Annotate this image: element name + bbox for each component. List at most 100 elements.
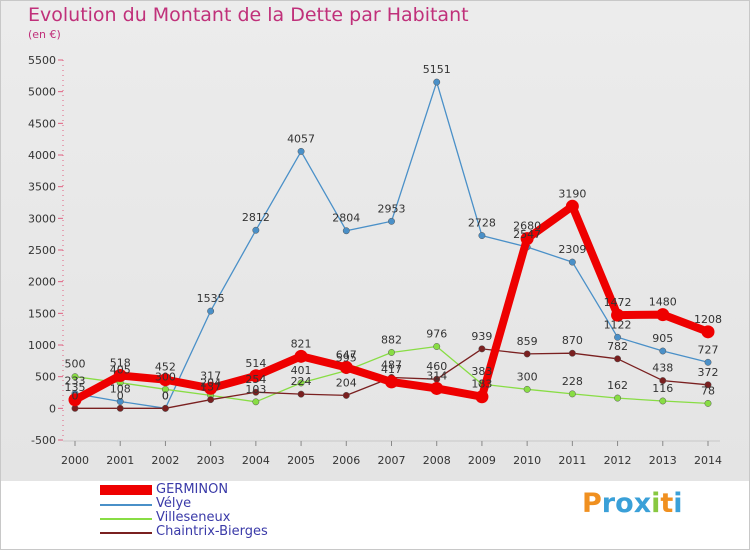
data-point-chaintrix-bierges [568,349,576,357]
axes: -500050010001500200025003000350040004500… [28,54,722,467]
chart-title: Evolution du Montant de la Dette par Hab… [28,4,469,26]
y-tick-label: 1500 [28,307,56,320]
data-point-v-lye [614,333,622,341]
data-label-villeseneux: 595 [336,352,357,365]
data-label-germinon: 2680 [513,220,541,233]
data-label-germinon: 417 [381,363,402,376]
data-label-v-lye: 2309 [558,243,586,256]
data-label-villeseneux: 162 [607,379,628,392]
data-label-v-lye: 4057 [287,132,315,145]
y-tick-label: 1000 [28,339,56,352]
data-point-germinon [385,375,398,389]
x-tick-label: 2007 [378,454,406,467]
x-tick-label: 2008 [423,454,451,467]
data-label-chaintrix-bierges: 487 [381,358,402,371]
data-point-chaintrix-bierges [704,381,712,389]
x-tick-label: 2003 [197,454,225,467]
legend-label-chaintrix-bierges: Chaintrix-Bierges [156,524,268,539]
data-label-villeseneux: 401 [291,364,312,377]
data-point-germinon [656,308,670,322]
data-label-villeseneux: 405 [110,364,131,377]
data-label-villeseneux: 500 [65,358,86,371]
data-label-villeseneux: 300 [155,370,176,383]
data-label-chaintrix-bierges: 137 [200,381,221,394]
data-point-villeseneux [614,394,622,402]
data-point-villeseneux [659,397,667,405]
logo-letter: o [615,488,634,519]
data-label-germinon: 1472 [604,296,632,309]
x-tick-label: 2006 [332,454,360,467]
data-label-chaintrix-bierges: 0 [162,389,169,402]
legend-label-germinon: GERMINON [156,482,229,497]
logo-letter: i [651,488,661,519]
data-label-v-lye: 2728 [468,217,496,230]
data-point-germinon [701,325,715,339]
data-label-v-lye: 1535 [197,292,225,305]
data-label-v-lye: 108 [110,382,131,395]
data-point-villeseneux [71,373,79,381]
data-point-germinon [611,308,625,322]
data-point-villeseneux [704,399,712,407]
data-label-villeseneux: 882 [381,333,402,346]
data-label-germinon: 317 [200,369,221,382]
logo-letter: x [633,488,652,519]
data-label-v-lye: 0 [162,389,169,402]
data-point-v-lye [252,226,260,234]
data-point-v-lye [704,358,712,366]
data-label-v-lye: 2953 [378,202,406,215]
x-tick-label: 2002 [151,454,179,467]
data-label-chaintrix-bierges: 372 [698,366,719,379]
x-tick-label: 2001 [106,454,134,467]
y-tick-label: 0 [49,402,56,415]
data-label-v-lye: 2812 [242,211,270,224]
x-tick-label: 2012 [604,454,632,467]
y-tick-label: 2500 [28,244,56,257]
data-label-germinon: 518 [110,357,131,370]
logo-letter: r [601,488,616,519]
data-point-v-lye [433,78,441,86]
data-point-villeseneux [252,398,260,406]
data-point-villeseneux [433,343,441,350]
data-point-germinon [113,369,127,383]
data-point-germinon [249,369,263,383]
y-tick-label: 5500 [28,54,56,67]
data-point-villeseneux [568,390,576,398]
legend-swatch-chaintrix-bierges [100,532,152,534]
data-label-villeseneux: 228 [562,375,583,388]
legend-label-villeseneux: Villeseneux [156,510,231,525]
proxiti-logo: Proxiti [582,488,683,519]
y-tick-label: 3500 [28,181,56,194]
data-label-germinon: 1480 [649,296,677,309]
data-point-v-lye [342,227,350,235]
data-point-chaintrix-bierges [523,350,531,358]
data-label-v-lye: 5151 [423,63,451,76]
data-point-germinon [565,199,579,213]
y-tick-label: 500 [35,371,56,384]
data-point-v-lye [568,258,576,266]
data-label-v-lye: 233 [65,375,86,388]
data-label-germinon: 821 [291,337,312,350]
data-point-germinon [68,393,82,407]
data-point-chaintrix-bierges [207,396,215,404]
data-label-germinon: 183 [471,378,492,391]
data-point-germinon [204,381,218,395]
x-tick-label: 2004 [242,454,270,467]
data-point-germinon [430,381,444,395]
data-point-chaintrix-bierges [252,388,260,396]
data-label-chaintrix-bierges: 782 [607,340,628,353]
logo-letter: t [660,488,674,519]
data-label-germinon: 1208 [694,313,722,326]
data-label-villeseneux: 78 [701,384,715,397]
data-point-villeseneux [297,379,305,387]
data-point-germinon [339,360,353,374]
data-label-villeseneux: 103 [245,383,266,396]
x-tick-label: 2000 [61,454,89,467]
data-point-chaintrix-bierges [161,404,169,412]
x-tick-label: 2011 [558,454,586,467]
data-label-villeseneux: 300 [517,370,538,383]
data-label-chaintrix-bierges: 0 [72,389,79,402]
data-point-v-lye [659,347,667,355]
data-point-germinon [475,390,489,404]
data-label-germinon: 514 [245,357,266,370]
